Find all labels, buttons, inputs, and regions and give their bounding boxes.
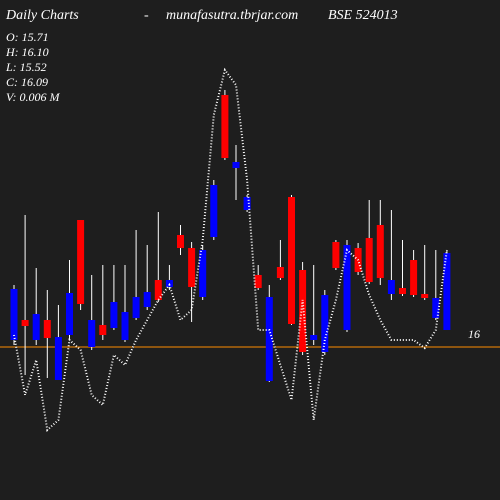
candle-body (143, 292, 151, 307)
candle-body (54, 337, 62, 380)
candle-body (443, 253, 451, 330)
candle-body (265, 297, 273, 381)
candle-body (376, 225, 384, 278)
candle-body (221, 95, 229, 158)
candle-body (77, 220, 85, 304)
info-line: V: 0.006 M (6, 90, 61, 104)
candle-body (243, 197, 251, 210)
candle-body (199, 250, 207, 297)
candle-body (332, 242, 340, 268)
candle-body (299, 270, 307, 352)
candle-body (188, 248, 196, 287)
candle-body (121, 312, 129, 340)
candle-body (254, 275, 262, 288)
overlay-line (13, 67, 448, 432)
candle-body (99, 325, 107, 335)
candle-body (232, 162, 240, 168)
info-line: C: 16.09 (6, 75, 48, 89)
separator: - (144, 8, 149, 23)
candle-body (210, 185, 218, 237)
candle-body (21, 320, 29, 326)
reference-label: 16 (468, 327, 480, 341)
candle-body (66, 293, 73, 335)
candle-body (399, 288, 406, 294)
info-line: L: 15.52 (5, 60, 47, 74)
candle-body (88, 320, 96, 347)
candle-body (110, 302, 118, 328)
candle-body (43, 320, 51, 338)
candle-body (177, 235, 184, 248)
candle-body (410, 260, 418, 295)
candle-body (432, 298, 440, 318)
site: munafasutra.tbrjar.com (166, 8, 298, 23)
candle-body (365, 238, 373, 282)
candle-body (132, 297, 140, 318)
candle-body (288, 197, 295, 324)
candle-body (343, 245, 351, 330)
candle-body (310, 335, 318, 340)
candle-body (154, 280, 162, 300)
info-line: H: 16.10 (5, 45, 49, 59)
candle-body (32, 314, 40, 340)
candle-body (321, 295, 329, 352)
candle-body (10, 289, 18, 340)
candle-body (387, 280, 395, 294)
chart-title: Daily Charts (5, 8, 79, 23)
symbol: BSE 524013 (328, 8, 398, 23)
candle-body (276, 267, 284, 278)
candle-body (421, 294, 429, 298)
info-line: O: 15.71 (6, 30, 49, 44)
